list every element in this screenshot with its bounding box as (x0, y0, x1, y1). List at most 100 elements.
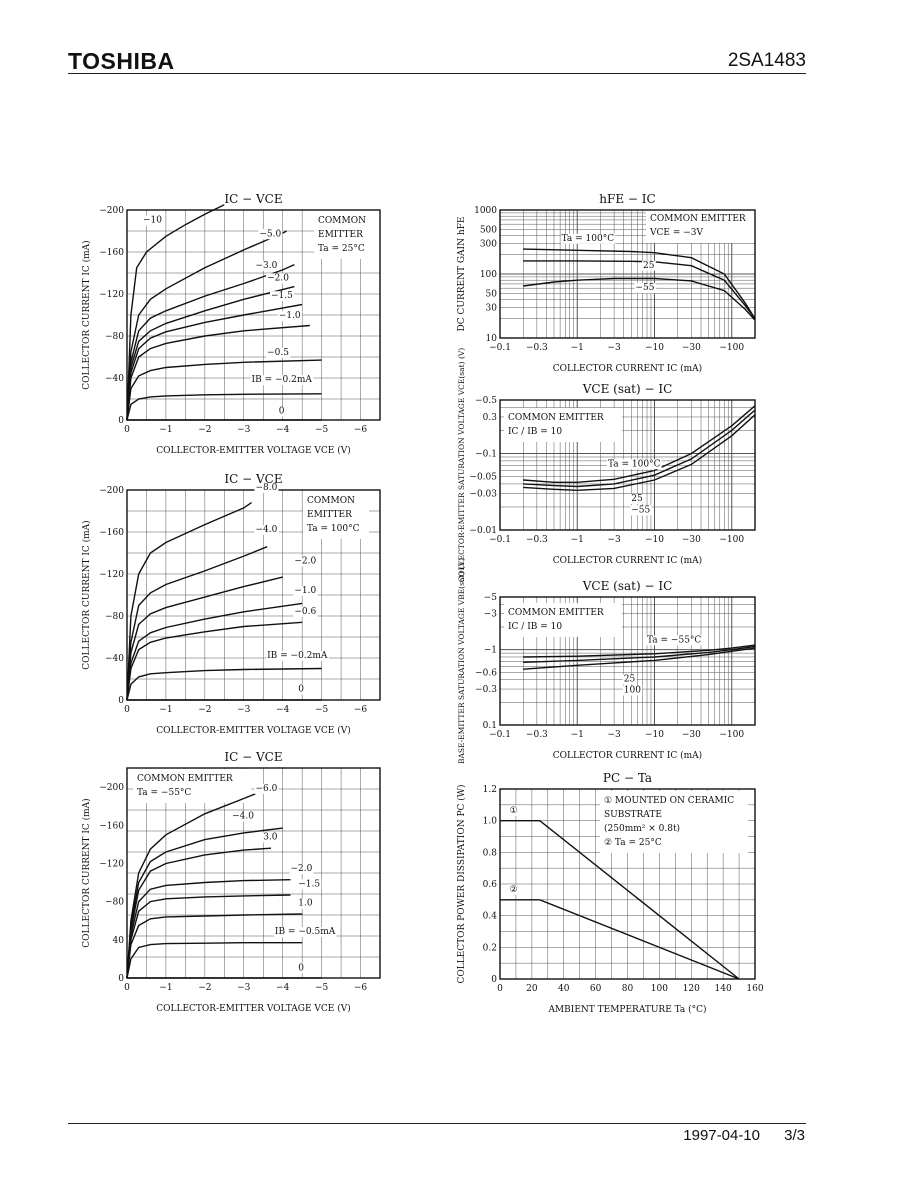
y-tick-label: 0.8 (483, 848, 498, 858)
x-axis-label: COLLECTOR CURRENT IC (mA) (553, 555, 702, 566)
series-line (126, 847, 272, 979)
chart-note-line: VCE = −3V (649, 228, 703, 238)
y-tick-label: 0.3 (483, 413, 498, 423)
series-label-background (630, 493, 644, 504)
series-line (126, 576, 283, 701)
y-tick-label: 0.6 (483, 880, 498, 890)
y-tick-label: −0.3 (475, 685, 497, 695)
x-tick-label: −5 (315, 983, 329, 993)
series-line (126, 230, 287, 421)
footer-date: 1997-04-10 (683, 1127, 760, 1144)
chart-vbesat_ic: −0.1 −0.3 −1 −3 −10 −30 −100 0.1 −0.3 −0.6 −1 −3 −5 V… (457, 558, 756, 764)
series-line (523, 645, 756, 663)
x-tick-label: 120 (683, 984, 700, 994)
x-tick-label: −10 (645, 730, 664, 740)
series-label: −10 (143, 216, 162, 226)
x-tick-label: −4 (276, 705, 290, 715)
y-tick-label: 0 (118, 696, 124, 706)
chart-title: hFE − IC (599, 192, 655, 206)
series-label: 25 (643, 261, 655, 271)
x-tick-label: −30 (682, 730, 701, 740)
note-background (600, 791, 748, 853)
series-label-background (254, 483, 279, 493)
series-label: −2.0 (294, 557, 316, 567)
x-axis-label: COLLECTOR-EMITTER VOLTAGE VCE (V) (156, 725, 351, 736)
x-tick-label: 0 (124, 983, 130, 993)
note-background (314, 211, 380, 259)
note-background (646, 209, 764, 243)
y-axis-label: DC CURRENT GAIN hFE (457, 217, 467, 332)
series-label: Ta = −55°C (647, 635, 701, 645)
y-tick-label: 10 (486, 334, 498, 344)
y-tick-label: −120 (99, 859, 124, 869)
series-label-background (277, 406, 286, 417)
y-tick-label: −5 (484, 593, 498, 603)
chart-ic_vce_m55: 0 −1 −2 −3 −4 −5 −6 0 40 −80 −120 −160 −200 IC − VCE C… (81, 750, 381, 1014)
series-label: −0.6 (294, 607, 316, 617)
chart-note-line: IC / IB = 10 (508, 622, 562, 632)
series-line (126, 942, 303, 979)
series-line (126, 667, 322, 701)
y-tick-label: 0 (118, 416, 124, 426)
series-label: 25 (631, 494, 643, 504)
x-tick-label: −1 (571, 535, 584, 545)
chart-note-line: COMMON (318, 216, 366, 226)
y-axis-label: COLLECTOR CURRENT IC (mA) (81, 798, 92, 947)
y-tick-label: 1.0 (483, 817, 498, 827)
y-tick-label: 0.2 (483, 943, 497, 953)
series-label-background (297, 879, 322, 890)
header-rule (68, 73, 806, 74)
x-tick-label: −3 (237, 425, 251, 435)
chart-title: IC − VCE (224, 192, 282, 206)
series-label-background (254, 525, 279, 535)
y-tick-label: −0.01 (469, 526, 497, 536)
x-tick-label: −3 (607, 730, 621, 740)
y-tick-label: −0.05 (469, 473, 497, 483)
y-tick-label: 30 (486, 303, 498, 313)
series-label: −5.0 (259, 229, 281, 239)
note-background (504, 603, 622, 637)
x-tick-label: −3 (237, 983, 251, 993)
x-tick-label: 20 (526, 984, 538, 994)
series-label: −2.0 (290, 864, 312, 874)
series-label: 0 (298, 685, 304, 695)
x-tick-label: 40 (558, 984, 570, 994)
chart-note-line: EMITTER (318, 230, 363, 240)
y-tick-label: 50 (486, 289, 498, 299)
x-tick-label: 140 (715, 984, 732, 994)
y-tick-label: −0.03 (469, 489, 497, 499)
x-tick-label: −0.1 (489, 730, 511, 740)
x-tick-label: −2 (198, 425, 211, 435)
x-tick-label: −1 (159, 425, 172, 435)
x-axis-label: AMBIENT TEMPERATURE Ta (°C) (547, 1004, 706, 1015)
series-line (126, 913, 303, 979)
series-line (500, 899, 740, 980)
series-label: IB = −0.2mA (252, 375, 313, 385)
chart-note-line: Ta = 25°C (318, 244, 365, 254)
series-label-background (508, 805, 519, 816)
y-tick-label: −80 (105, 898, 124, 908)
chart-ic_vce_100: 0 −1 −2 −3 −4 −5 −6 0 −40 −80 −120 −160 −200 IC − VCE… (81, 472, 381, 736)
note-background (504, 408, 622, 442)
y-tick-label: 0.4 (483, 912, 498, 922)
y-tick-label: −3 (484, 610, 498, 620)
footer-rule (68, 1123, 806, 1124)
series-label: −6.0 (255, 784, 277, 794)
x-tick-label: 160 (746, 984, 763, 994)
series-label-background (289, 864, 314, 875)
x-axis-label: COLLECTOR-EMITTER VOLTAGE VCE (V) (156, 445, 351, 456)
y-axis-label: COLLECTOR CURRENT IC (mA) (81, 520, 92, 669)
series-label-background (293, 556, 318, 567)
x-tick-label: −0.1 (489, 535, 511, 545)
series-line (523, 644, 756, 658)
chart-vcesat_ic: −0.1 −0.3 −1 −3 −10 −30 −100 −0.01 −0.03 −0.05 −0.… (457, 348, 756, 582)
chart-title: PC − Ta (603, 771, 652, 785)
series-label: −2.0 (267, 273, 289, 283)
x-tick-label: −4 (276, 425, 290, 435)
plot-frame (499, 399, 756, 531)
y-tick-label: 100 (480, 270, 497, 280)
series-label: −1.0 (279, 311, 301, 321)
series-label-background (560, 233, 616, 244)
series-label: −1.0 (294, 586, 316, 596)
y-tick-label: 40 (113, 936, 125, 946)
